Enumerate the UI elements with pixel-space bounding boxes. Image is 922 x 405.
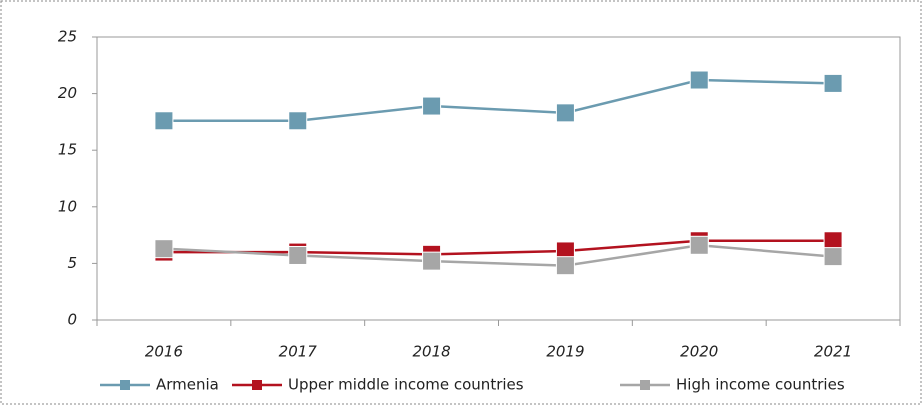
plot-area [96,36,901,321]
legend-label: Armenia [156,376,219,394]
marker [823,73,843,93]
legend-marker [252,380,262,390]
x-tick-label: 2021 [814,343,852,361]
marker [689,70,709,90]
legend-marker [120,380,130,390]
series-line [163,78,834,123]
series-line [163,244,834,267]
y-tick-label: 20 [58,84,77,102]
x-tick-label: 2019 [546,343,584,361]
legend-marker [640,380,650,390]
marker [288,245,308,265]
legend-label: High income countries [676,376,845,394]
series-line [163,239,834,256]
y-tick-label: 15 [58,141,77,159]
marker [823,247,843,267]
x-tick-label: 2016 [145,343,183,361]
y-tick-label: 5 [67,254,77,272]
y-tick-label: 10 [58,197,77,215]
x-tick-label: 2017 [279,343,318,361]
y-tick-label: 25 [58,28,77,46]
marker [422,251,442,271]
x-tick-label: 2020 [680,343,718,361]
marker [689,235,709,255]
marker [422,96,442,116]
legend-label: Upper middle income countries [288,376,524,394]
marker [823,231,843,251]
marker [154,111,174,131]
marker [154,239,174,259]
marker [555,103,575,123]
x-tick-label: 2018 [412,343,450,361]
marker [288,111,308,131]
marker [555,256,575,276]
y-tick-label: 0 [67,311,77,329]
